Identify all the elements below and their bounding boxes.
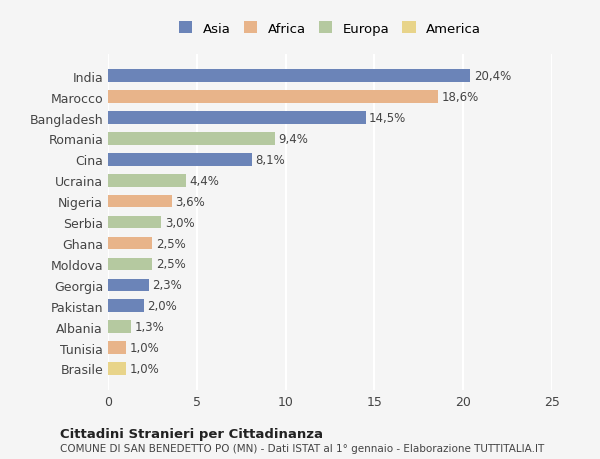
Bar bbox=[108, 133, 275, 146]
Text: 1,3%: 1,3% bbox=[134, 320, 164, 333]
Text: 9,4%: 9,4% bbox=[278, 133, 308, 146]
Bar bbox=[108, 154, 252, 166]
Bar bbox=[108, 91, 439, 104]
Text: 4,4%: 4,4% bbox=[190, 174, 220, 187]
Bar bbox=[108, 216, 161, 229]
Text: 18,6%: 18,6% bbox=[442, 91, 479, 104]
Text: COMUNE DI SAN BENEDETTO PO (MN) - Dati ISTAT al 1° gennaio - Elaborazione TUTTIT: COMUNE DI SAN BENEDETTO PO (MN) - Dati I… bbox=[60, 443, 544, 453]
Bar bbox=[108, 300, 143, 312]
Bar bbox=[108, 279, 149, 291]
Text: 3,0%: 3,0% bbox=[165, 216, 194, 229]
Text: 20,4%: 20,4% bbox=[474, 70, 511, 83]
Bar bbox=[108, 258, 152, 271]
Bar bbox=[108, 196, 172, 208]
Bar bbox=[108, 112, 365, 124]
Bar bbox=[108, 70, 470, 83]
Text: 2,3%: 2,3% bbox=[152, 279, 182, 291]
Text: 1,0%: 1,0% bbox=[130, 362, 159, 375]
Text: 2,0%: 2,0% bbox=[147, 300, 177, 313]
Bar bbox=[108, 237, 152, 250]
Text: 2,5%: 2,5% bbox=[156, 258, 186, 271]
Text: 3,6%: 3,6% bbox=[175, 195, 205, 208]
Bar bbox=[108, 321, 131, 333]
Bar bbox=[108, 363, 126, 375]
Text: 14,5%: 14,5% bbox=[369, 112, 406, 125]
Text: 2,5%: 2,5% bbox=[156, 237, 186, 250]
Bar bbox=[108, 174, 186, 187]
Text: Cittadini Stranieri per Cittadinanza: Cittadini Stranieri per Cittadinanza bbox=[60, 427, 323, 440]
Legend: Asia, Africa, Europa, America: Asia, Africa, Europa, America bbox=[175, 18, 485, 39]
Text: 1,0%: 1,0% bbox=[130, 341, 159, 354]
Text: 8,1%: 8,1% bbox=[256, 154, 285, 167]
Bar bbox=[108, 341, 126, 354]
